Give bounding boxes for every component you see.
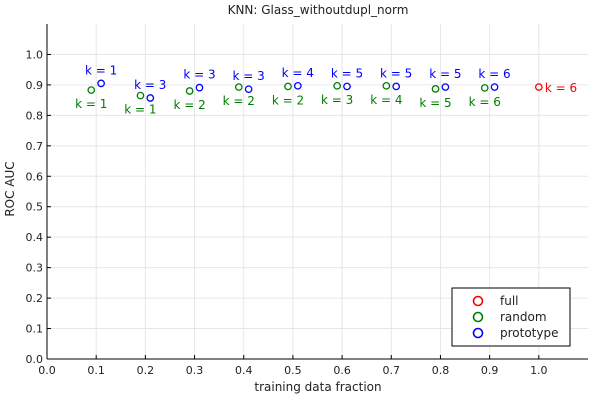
prototype-point-label: k = 4 [282,66,314,80]
prototype-point-label: k = 5 [429,67,461,81]
random-point [480,84,489,92]
x-tick-label: 0.6 [333,364,351,377]
random-point-label: k = 2 [272,93,304,107]
random-point [185,87,194,95]
y-tick-label: 1.0 [26,48,44,61]
random-point [234,83,243,91]
random-point [87,86,96,94]
legend-label-full: full [500,294,519,308]
y-tick-label: 0.0 [26,353,44,366]
prototype-point-label: k = 6 [478,67,510,81]
x-axis-label: training data fraction [254,380,381,394]
y-tick-label: 0.5 [26,201,44,214]
prototype-point-label: k = 3 [183,68,215,82]
legend-label-random: random [500,310,547,324]
prototype-point-label: k = 3 [134,78,166,92]
random-point-label: k = 2 [223,94,255,108]
legend-box [451,287,571,347]
legend: full random prototype [451,287,571,347]
prototype-point [195,83,204,92]
x-tick-label: 0.2 [137,364,155,377]
legend-marker-prototype [472,327,484,339]
prototype-point-label: k = 5 [380,66,412,80]
x-tick-label: 0.3 [186,364,204,377]
full-point [534,83,543,91]
random-point-label: k = 2 [173,98,205,112]
random-point-label: k = 5 [419,96,451,110]
x-tick-label: 0.1 [87,364,105,377]
x-tick-label: 0.7 [383,364,401,377]
prototype-point [244,85,253,94]
x-tick-label: 0.5 [284,364,302,377]
full-point-label: k = 6 [545,81,577,95]
x-tick-label: 0.4 [235,364,253,377]
random-point-label: k = 4 [370,93,402,107]
random-point [136,91,145,100]
prototype-point [441,83,450,91]
y-tick-label: 0.4 [26,231,44,244]
prototype-point [343,82,351,91]
x-tick-label: 0.8 [432,364,450,377]
prototype-point [293,81,302,90]
prototype-point-label: k = 1 [85,63,117,77]
chart-title: KNN: Glass_withoutdupl_norm [228,3,409,17]
y-tick-label: 0.8 [26,109,44,122]
prototype-point-label: k = 5 [331,66,363,80]
prototype-point [146,94,155,102]
prototype-point-label: k = 3 [233,69,265,83]
random-point [333,81,342,90]
random-point-label: k = 1 [75,97,107,111]
random-point-label: k = 1 [124,103,156,117]
y-axis-label: ROC AUC [3,161,17,216]
random-point-label: k = 6 [469,95,501,109]
y-tick-label: 0.7 [26,140,44,153]
prototype-point [97,79,105,88]
y-tick-label: 0.2 [26,292,44,305]
random-point [431,85,440,93]
random-point [382,81,391,90]
random-point-label: k = 3 [321,93,353,107]
legend-marker-random [472,311,484,323]
y-tick-label: 0.6 [26,170,44,183]
x-tick-label: 0.0 [38,364,56,377]
prototype-point [392,82,401,91]
legend-marker-full [472,295,484,307]
y-tick-label: 0.3 [26,262,44,275]
random-point [284,82,292,91]
y-tick-label: 0.1 [26,323,44,336]
prototype-point [490,83,499,91]
x-tick-label: 1.0 [530,364,548,377]
y-tick-label: 0.9 [26,79,44,92]
legend-label-prototype: prototype [500,326,558,340]
x-tick-label: 0.9 [481,364,499,377]
